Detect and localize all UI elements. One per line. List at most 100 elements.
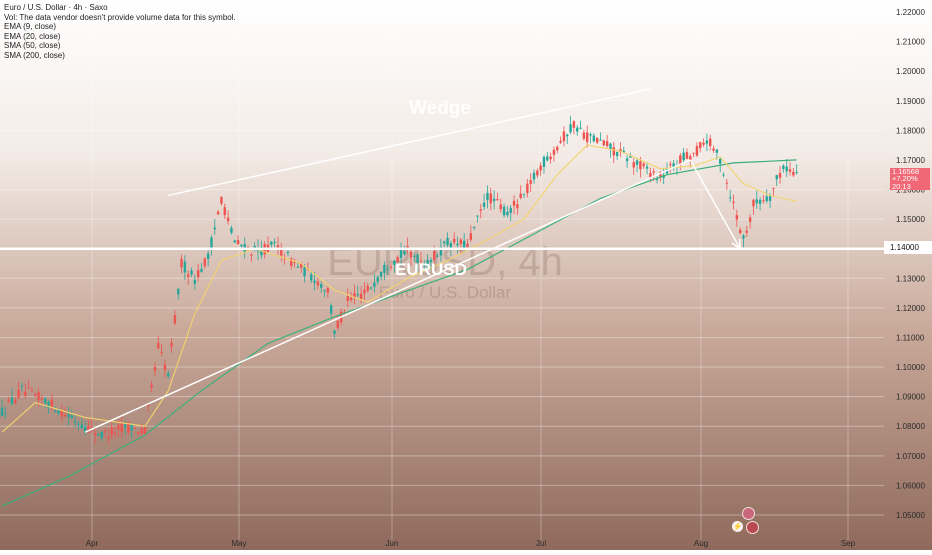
candle-body — [54, 411, 57, 413]
candle-body — [93, 433, 97, 436]
candle-body — [439, 247, 443, 256]
candle-body — [67, 414, 70, 418]
candle-body — [775, 175, 778, 180]
x-tick-label: Apr — [86, 539, 99, 548]
candle-body — [532, 172, 536, 180]
lightning-event-icon[interactable]: ⚡ — [732, 521, 743, 532]
y-tick-label: 1.05000 — [896, 511, 925, 520]
candle-body — [409, 251, 413, 258]
candle-body — [87, 425, 90, 433]
candle-body — [466, 243, 469, 248]
candle-body — [735, 215, 739, 220]
candle-body — [599, 139, 602, 141]
candle-body — [183, 261, 187, 273]
candle-body — [526, 183, 529, 193]
candle-body — [346, 296, 349, 301]
candle-body — [10, 397, 14, 404]
indicator-sma-200[interactable]: SMA (200, close) — [4, 50, 65, 60]
candle-body — [768, 196, 772, 201]
candle-body — [569, 124, 572, 133]
candle-body — [336, 320, 340, 329]
candle-body — [320, 284, 323, 288]
candle-body — [193, 279, 197, 284]
indicator-ema-20[interactable]: EMA (20, close) — [4, 31, 61, 41]
candle-body — [113, 433, 117, 435]
y-tick-label: 1.17000 — [896, 156, 925, 165]
flag-event-icon[interactable] — [742, 507, 755, 520]
chart-legend: Euro / U.S. Dollar · 4h · Saxo Vol: The … — [4, 3, 236, 61]
symbol-title[interactable]: Euro / U.S. Dollar · 4h · Saxo — [4, 3, 108, 12]
candle-body — [399, 250, 403, 258]
candle-body — [556, 146, 559, 151]
indicator-ema-9[interactable]: EMA (9, close) — [4, 22, 57, 32]
candle-body — [383, 264, 386, 273]
candle-body — [702, 142, 705, 145]
candle-body — [728, 197, 732, 199]
candle-body — [273, 242, 276, 244]
projection-arrow — [689, 159, 741, 250]
candle-body — [413, 255, 416, 257]
candle-body — [14, 399, 17, 404]
candle-body — [83, 426, 87, 432]
candle-body — [542, 156, 546, 167]
candle-body — [778, 173, 782, 178]
candle-body — [612, 147, 615, 156]
candle-body — [576, 127, 579, 132]
candle-body — [522, 193, 526, 195]
candle-body — [226, 217, 230, 222]
candle-body — [250, 254, 253, 256]
candle-body — [669, 164, 672, 166]
candle-body — [609, 143, 612, 150]
candle-body — [725, 182, 729, 184]
candle-body — [296, 266, 300, 268]
candle-body — [536, 170, 539, 176]
candle-body — [17, 389, 20, 398]
candle-body — [110, 427, 113, 436]
candle-body — [496, 199, 499, 201]
candle-body — [280, 247, 283, 256]
candle-body — [459, 239, 463, 245]
candle-body — [709, 138, 712, 147]
candle-body — [419, 260, 423, 262]
indicator-sma-50[interactable]: SMA (50, close) — [4, 41, 61, 51]
flag-event-icon-2[interactable] — [746, 521, 759, 534]
y-tick-label: 1.10000 — [896, 363, 925, 372]
candle-body — [758, 199, 762, 204]
candle-body — [147, 404, 150, 406]
y-tick-label: 1.08000 — [896, 422, 925, 431]
candle-body — [449, 243, 453, 249]
candle-body — [100, 431, 103, 438]
candle-body — [429, 259, 433, 263]
candle-body — [396, 257, 399, 262]
candle-body — [349, 297, 353, 301]
candle-body — [270, 241, 273, 245]
candle-body — [153, 366, 157, 371]
candle-body — [456, 243, 459, 246]
candle-body — [127, 422, 130, 433]
candle-body — [579, 127, 582, 129]
candle-body — [512, 200, 516, 206]
candle-body — [695, 146, 699, 156]
candle-body — [489, 193, 492, 204]
candle-body — [187, 274, 190, 277]
candle-body — [715, 149, 719, 153]
candle-body — [482, 202, 486, 207]
candle-body — [353, 293, 356, 297]
candle-body — [582, 132, 586, 139]
candle-body — [685, 152, 689, 159]
candle-body — [130, 424, 133, 431]
candle-body — [655, 178, 659, 180]
candle-body — [200, 268, 203, 272]
candle-body — [453, 238, 456, 243]
candle-body — [755, 199, 758, 204]
candle-body — [97, 434, 100, 436]
y-tick-label: 1.21000 — [896, 38, 925, 47]
y-tick-label: 1.18000 — [896, 126, 925, 135]
candle-body — [77, 423, 80, 425]
candle-body — [140, 428, 143, 434]
candle-body — [44, 398, 47, 404]
candle-body — [323, 290, 326, 292]
x-tick-label: Aug — [694, 539, 708, 548]
